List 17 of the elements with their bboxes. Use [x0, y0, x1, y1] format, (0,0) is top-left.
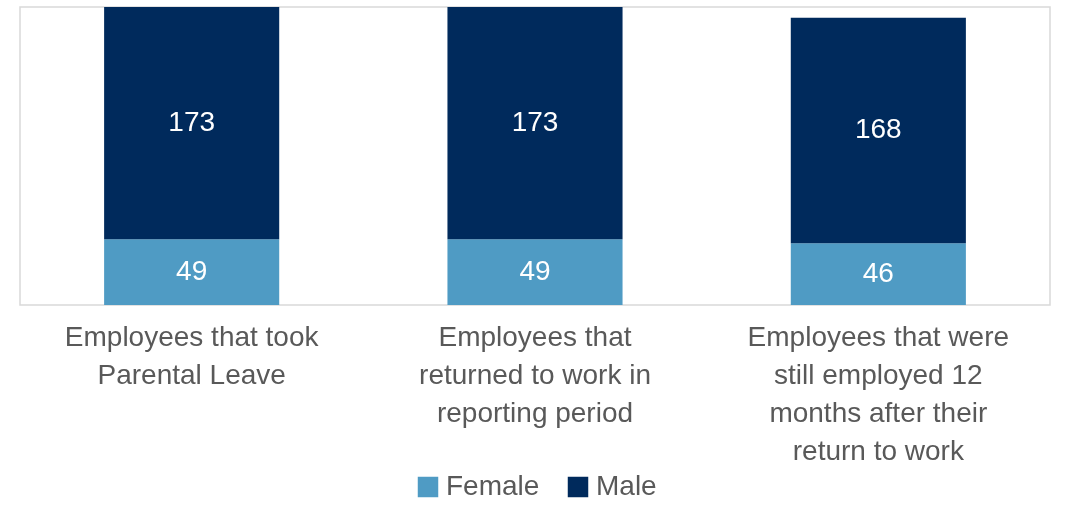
bar: [447, 7, 623, 240]
x-tick-label: Employees that were still employed 12 months after their return to work: [747, 320, 1010, 466]
bar: [104, 7, 280, 240]
data-label: 173: [511, 106, 559, 138]
data-label: 46: [862, 257, 894, 289]
legend-label: Male: [596, 470, 657, 501]
data-label: 173: [168, 106, 216, 138]
legend-label: Female: [446, 470, 540, 501]
data-label: 168: [854, 113, 902, 145]
bar: [790, 243, 966, 305]
bar: [104, 239, 280, 305]
x-tick-label: Employees that returned to work in reporting period: [419, 320, 651, 428]
data-label: 49: [519, 255, 551, 287]
bar: [447, 239, 623, 305]
data-label: 49: [176, 255, 208, 287]
bar: [790, 17, 966, 244]
x-tick-label: Employees that took Parental Leave: [64, 320, 320, 390]
